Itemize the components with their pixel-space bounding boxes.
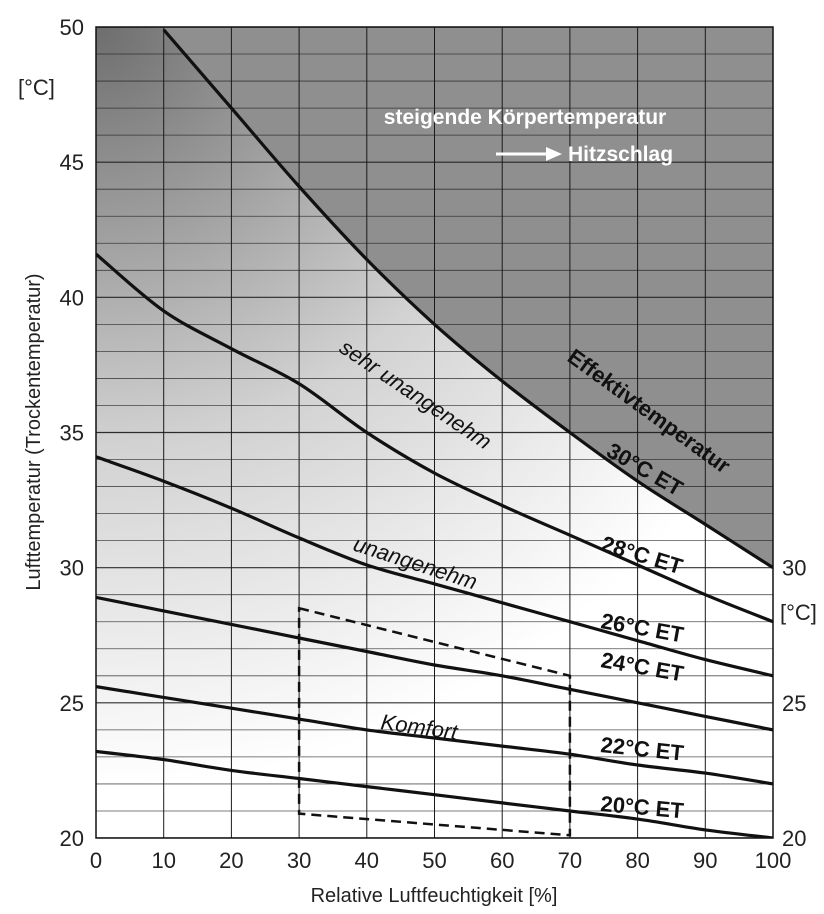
x-tick-label: 10: [151, 848, 175, 873]
hot-region-label: steigende Körpertemperatur: [384, 106, 666, 129]
y-tick-label-left: 35: [60, 421, 84, 446]
comfort-zone-box: [297, 606, 572, 837]
x-tick-label: 0: [90, 848, 102, 873]
x-tick-label: 20: [219, 848, 243, 873]
x-tick-label: 90: [693, 848, 717, 873]
x-tick-labels: 0 10 20 30 40 50 60 70 80 90 100: [90, 848, 791, 873]
curve-30-et: [162, 28, 773, 570]
arrow-head-icon: [546, 147, 562, 161]
y-tick-label-left: 20: [60, 826, 84, 851]
y-tick-labels-left: 20 25 30 35 40 45 50: [60, 15, 84, 851]
plot-frame: [95, 26, 774, 839]
curve-28-et: [96, 252, 773, 624]
y-tick-label-left: 25: [60, 691, 84, 716]
y-tick-label-left: 45: [60, 150, 84, 175]
heatstroke-label: Hitzschlag: [568, 143, 673, 166]
y-tick-labels-right: 20 25 30: [782, 556, 806, 851]
x-tick-label: 100: [755, 848, 792, 873]
x-tick-label: 60: [490, 848, 514, 873]
x-tick-label: 70: [558, 848, 582, 873]
y-axis-label: Lufttemperatur (Trockentemperatur): [23, 273, 45, 590]
heatstroke-arrow: [496, 147, 562, 161]
x-tick-label: 50: [422, 848, 446, 873]
y-unit-right: [°C]: [780, 600, 817, 625]
y-tick-label-left: 40: [60, 285, 84, 310]
et-curves: [96, 28, 773, 838]
curve-24-et: [96, 595, 773, 732]
x-axis-label: Relative Luftfeuchtigkeit [%]: [311, 885, 558, 907]
y-tick-label-right: 30: [782, 556, 806, 581]
curve-22-et: [96, 685, 773, 786]
y-tick-label-left: 30: [60, 556, 84, 581]
y-tick-label-right: 20: [782, 826, 806, 851]
x-tick-label: 80: [625, 848, 649, 873]
y-tick-label-right: 25: [782, 691, 806, 716]
y-tick-label-left: 50: [60, 15, 84, 40]
x-tick-label: 30: [287, 848, 311, 873]
curve-26-et: [96, 455, 773, 678]
y-unit-left: [°C]: [18, 75, 55, 100]
curve-20-et: [96, 749, 773, 838]
x-tick-label: 40: [355, 848, 379, 873]
